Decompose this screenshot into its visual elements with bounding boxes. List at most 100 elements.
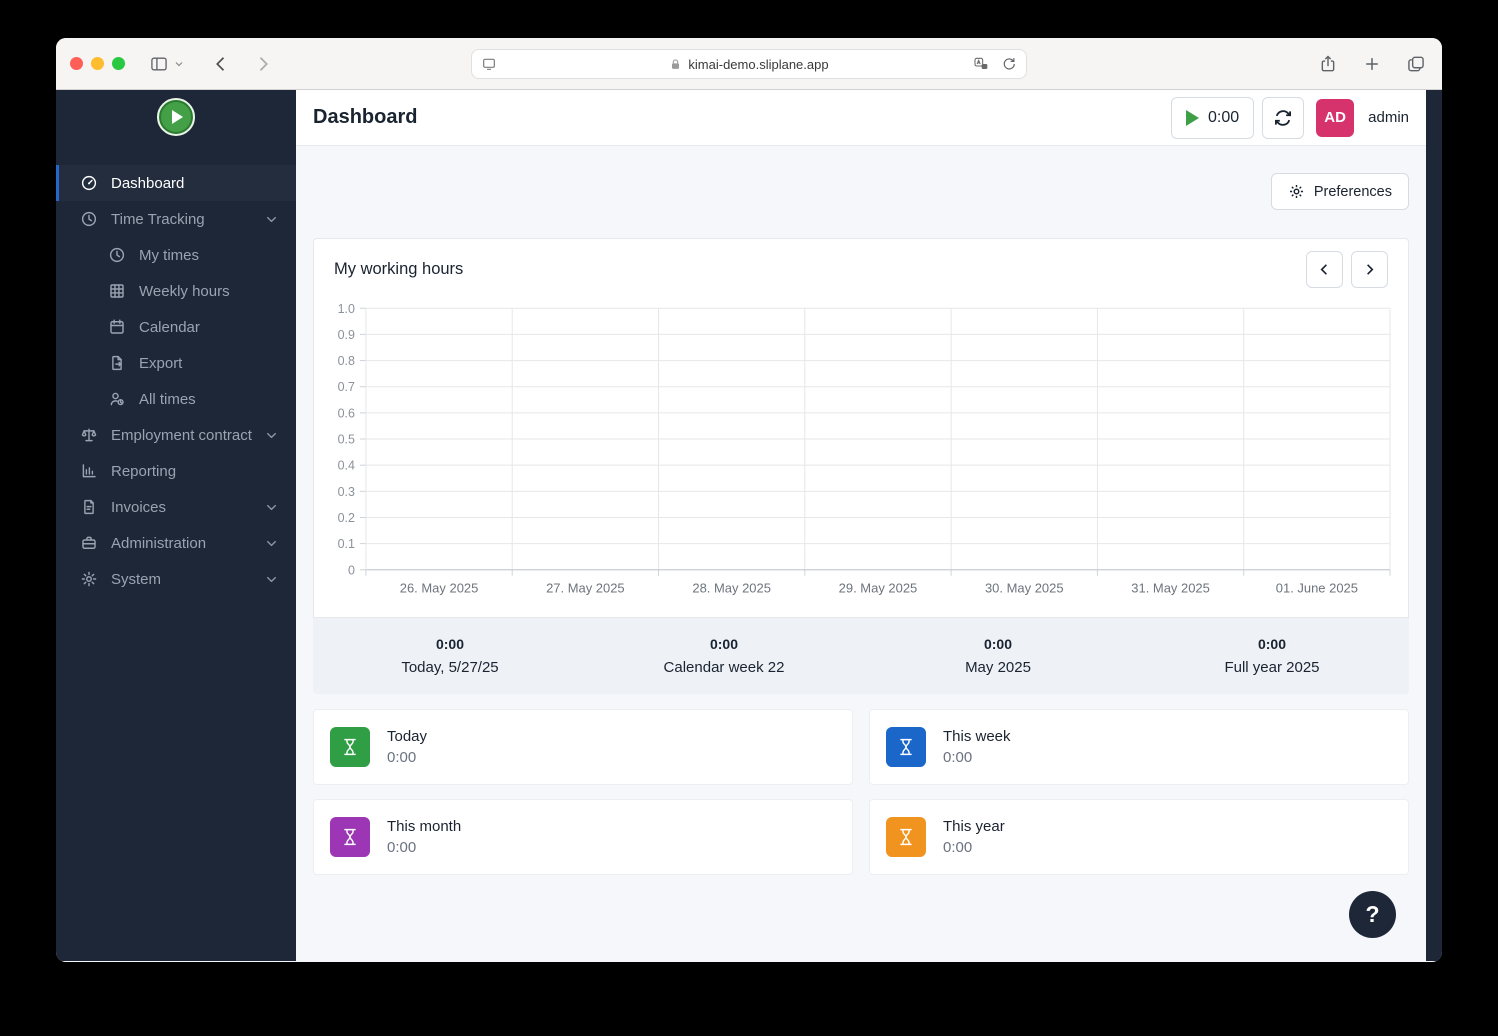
svg-text:29. May 2025: 29. May 2025 <box>839 581 918 596</box>
summary-value: 0:00 <box>435 636 465 652</box>
sidebar-item-label: Administration <box>111 534 207 552</box>
chart-title: My working hours <box>334 260 464 278</box>
hourglass-icon <box>330 727 370 767</box>
zoom-window-button[interactable] <box>112 57 125 70</box>
svg-text:28. May 2025: 28. May 2025 <box>692 581 771 596</box>
gauge-icon <box>80 174 98 192</box>
timer-value: 0:00 <box>1208 108 1240 126</box>
summary-label: Today, 5/27/25 <box>401 659 499 676</box>
stat-card-title: This month <box>387 818 462 835</box>
hourglass-icon <box>886 727 926 767</box>
svg-text:0: 0 <box>348 563 355 577</box>
sidebar-item-label: System <box>111 570 162 588</box>
summary-calendar-week-22: 0:00 Calendar week 22 <box>587 618 861 694</box>
clock-icon <box>80 210 98 228</box>
avatar[interactable]: AD <box>1316 98 1355 137</box>
summary-strip: 0:00 Today, 5/27/25 0:00 Calendar week 22 0:… <box>313 618 1409 694</box>
minimize-window-button[interactable] <box>91 57 104 70</box>
sidebar-item-label: Weekly hours <box>139 282 230 300</box>
kimai-logo-icon <box>157 98 195 136</box>
app-logo[interactable] <box>56 90 296 138</box>
sidebar-item-dashboard[interactable]: Dashboard <box>56 165 296 201</box>
gear-icon <box>80 570 98 588</box>
sidebar-toggle-icon[interactable] <box>149 54 169 74</box>
stat-card-today: Today 0:00 <box>313 709 853 785</box>
stat-card-value: 0:00 <box>943 839 973 856</box>
svg-text:0.4: 0.4 <box>338 459 355 473</box>
sidebar-item-label: My times <box>139 246 199 264</box>
sidebar-item-time-tracking[interactable]: Time Tracking <box>56 201 296 237</box>
chevron-left-icon <box>1320 264 1327 275</box>
sidebar-item-weekly-hours[interactable]: Weekly hours <box>56 273 296 309</box>
summary-label: Calendar week 22 <box>663 659 785 676</box>
chevron-down-icon[interactable] <box>173 58 185 70</box>
summary-label: Full year 2025 <box>1224 659 1320 676</box>
stat-card-this-month: This month 0:00 <box>313 799 853 875</box>
chevron-down-icon <box>265 429 278 442</box>
stat-card-this-year: This year 0:00 <box>869 799 1409 875</box>
chevron-down-icon <box>265 501 278 514</box>
scale-icon <box>80 426 98 444</box>
sidebar-item-system[interactable]: System <box>56 561 296 597</box>
sidebar-item-calendar[interactable]: Calendar <box>56 309 296 345</box>
preferences-button[interactable]: Preferences <box>1270 173 1409 210</box>
help-button[interactable]: ? <box>1349 891 1396 938</box>
close-window-button[interactable] <box>70 57 83 70</box>
refresh-icon <box>1275 109 1292 126</box>
sidebar-item-my-times[interactable]: My times <box>56 237 296 273</box>
stat-card-value: 0:00 <box>387 839 417 856</box>
page-settings-icon[interactable] <box>481 56 497 72</box>
tab-overview-icon[interactable] <box>1406 54 1426 74</box>
svg-text:26. May 2025: 26. May 2025 <box>400 581 479 596</box>
lock-icon <box>669 58 682 71</box>
sidebar-item-reporting[interactable]: Reporting <box>56 453 296 489</box>
hourglass-icon <box>886 817 926 857</box>
stat-card-value: 0:00 <box>387 749 417 766</box>
sidebar-item-label: Employment contract <box>111 426 252 444</box>
sidebar-item-employment-contract[interactable]: Employment contract <box>56 417 296 453</box>
file-export-icon <box>108 354 126 372</box>
svg-text:0.8: 0.8 <box>338 354 355 368</box>
forward-button[interactable] <box>253 54 273 74</box>
summary-value: 0:00 <box>1257 636 1287 652</box>
svg-text:31. May 2025: 31. May 2025 <box>1131 581 1210 596</box>
sidebar-item-all-times[interactable]: All times <box>56 381 296 417</box>
share-icon[interactable] <box>1318 54 1338 74</box>
sidebar-item-label: Dashboard <box>111 174 185 192</box>
sidebar-item-administration[interactable]: Administration <box>56 525 296 561</box>
summary-may-2025: 0:00 May 2025 <box>861 618 1135 694</box>
users-clock-icon <box>108 390 126 408</box>
chart-prev-button[interactable] <box>1306 251 1343 288</box>
translate-icon[interactable] <box>973 56 989 72</box>
chart-next-button[interactable] <box>1351 251 1388 288</box>
dashboard-content: Preferences My working hours <box>296 146 1426 961</box>
stat-cards: Today 0:00 This week 0:00 This month 0:00 This… <box>313 709 1409 875</box>
sidebar-item-invoices[interactable]: Invoices <box>56 489 296 525</box>
address-bar[interactable]: kimai-demo.sliplane.app <box>471 49 1027 79</box>
svg-text:0.5: 0.5 <box>338 433 355 447</box>
summary-value: 0:00 <box>709 636 739 652</box>
new-tab-icon[interactable] <box>1362 54 1382 74</box>
play-icon <box>1186 109 1199 126</box>
chevron-down-icon <box>265 213 278 226</box>
sidebar-item-export[interactable]: Export <box>56 345 296 381</box>
stat-card-title: This year <box>943 818 1005 835</box>
url-text: kimai-demo.sliplane.app <box>688 56 829 72</box>
start-timer-button[interactable]: 0:00 <box>1171 96 1255 139</box>
calendar-icon <box>108 318 126 336</box>
svg-text:0.6: 0.6 <box>338 406 355 420</box>
stat-card-this-week: This week 0:00 <box>869 709 1409 785</box>
sidebar-item-label: Invoices <box>111 498 167 516</box>
sidebar: Dashboard Time Tracking My times Weekly hou… <box>56 90 296 961</box>
chevron-down-icon <box>265 537 278 550</box>
invoice-icon <box>80 498 98 516</box>
page-title: Dashboard <box>313 106 418 128</box>
chevron-right-icon <box>1367 264 1374 275</box>
refresh-button[interactable] <box>1262 96 1305 139</box>
svg-text:27. May 2025: 27. May 2025 <box>546 581 625 596</box>
svg-text:0.9: 0.9 <box>338 328 355 342</box>
reload-icon[interactable] <box>1001 56 1017 72</box>
back-button[interactable] <box>211 54 231 74</box>
sidebar-item-label: Time Tracking <box>111 210 205 228</box>
traffic-lights <box>70 57 125 70</box>
